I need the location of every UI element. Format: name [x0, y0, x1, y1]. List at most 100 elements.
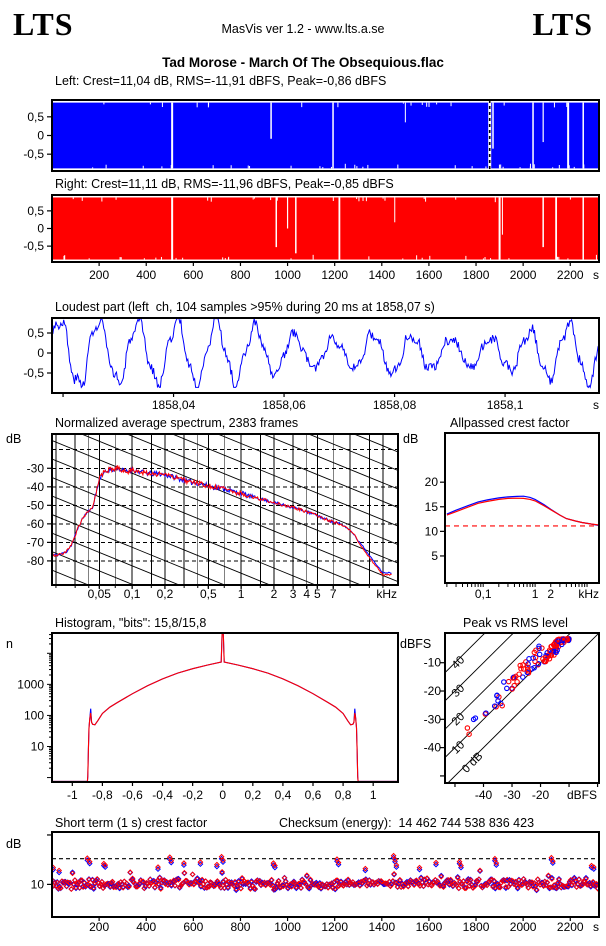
histogram-curve-0: [52, 633, 398, 782]
x-tick-label: 1600: [416, 268, 443, 282]
x-tick-label: 0,1: [124, 587, 141, 601]
x-tick-label: 2: [271, 587, 278, 601]
x-tick-label: 1000: [274, 268, 301, 282]
x-unit-label: s: [593, 920, 599, 934]
scatter-point: [466, 731, 472, 737]
y-tick-label: 5: [431, 549, 438, 563]
y-axis-label: dB: [403, 432, 418, 446]
x-tick-label: -20: [532, 788, 550, 802]
spectrum-title: Normalized average spectrum, 2383 frames: [55, 416, 299, 430]
scatter-point: [501, 679, 507, 685]
x-tick-label: -0,4: [152, 788, 173, 802]
x-tick-label: 1200: [321, 268, 348, 282]
x-unit-label: s: [593, 398, 599, 412]
y-tick-label: -50: [27, 498, 45, 512]
scatter-point: [520, 674, 526, 680]
y-tick-label: -10: [424, 656, 442, 670]
scatter-point: [504, 685, 510, 692]
y-tick-label: -20: [424, 684, 442, 698]
x-tick-label: 2000: [510, 268, 537, 282]
plot-histogram: -1 -0,8 -0,6 -0,4 -0,2 0 0,2 0,4 0,6 0,8 1 10 100 100…: [6, 632, 399, 802]
scatter-point: [505, 678, 512, 685]
x-tick-label: 0,05: [88, 587, 112, 601]
y-tick-label: -40: [424, 741, 442, 755]
y-axis-label: n: [6, 637, 13, 651]
scatter-point: [509, 686, 515, 692]
crest-line-label: 20: [450, 711, 468, 729]
x-tick-label: 200: [89, 268, 109, 282]
y-tick-label: -80: [27, 554, 45, 568]
scatter-point: [499, 702, 505, 709]
scatter-point: [514, 679, 520, 685]
histogram-title: Histogram, "bits": 15,8/15,8: [55, 616, 207, 630]
scatter-point: [536, 651, 543, 658]
x-tick-label: 400: [136, 920, 156, 934]
x-tick-label: 1800: [463, 920, 490, 934]
x-tick-label: 3: [290, 587, 297, 601]
x-unit-label: s: [593, 268, 599, 282]
x-tick-label: 200: [89, 920, 109, 934]
x-tick-label: -1: [67, 788, 78, 802]
x-tick-label: 0,2: [244, 788, 261, 802]
x-tick-label: 800: [230, 268, 250, 282]
x-tick-label: 4: [303, 587, 310, 601]
app-version-line: MasVis ver 1.2 - www.lts.a.se: [221, 22, 385, 36]
scatter-point: [555, 638, 561, 644]
y-tick-label: 10: [425, 524, 439, 538]
scatter-point: [539, 645, 545, 651]
x-tick-label: 0,8: [335, 788, 352, 802]
scatter-point: [472, 715, 479, 721]
x-unit-label: kHz: [578, 587, 599, 601]
x-tick-label: 1: [238, 587, 245, 601]
x-tick-label: 0: [219, 788, 226, 802]
y-tick-label: -0,5: [23, 366, 44, 380]
logo-right: LTS: [532, 6, 593, 42]
scatter-point: [540, 656, 546, 662]
scatter-point: [495, 698, 501, 704]
y-tick-label: -40: [27, 480, 45, 494]
scatter-point: [511, 675, 518, 681]
scatter-point: [494, 692, 500, 699]
y-tick-label: 0,5: [27, 326, 44, 340]
y-axis-label: dBFS: [400, 637, 431, 651]
x-tick-label: 1: [532, 587, 539, 601]
y-tick-label: 15: [425, 500, 439, 514]
scatter-point: [560, 636, 567, 642]
y-tick-label: -30: [424, 712, 442, 726]
scatter-point: [523, 659, 529, 665]
y-tick-label: -30: [27, 461, 45, 475]
scatter-point: [559, 641, 565, 648]
x-tick-label: -30: [503, 788, 521, 802]
y-tick-label: 0: [37, 129, 44, 143]
x-tick-label: 0,1: [475, 587, 492, 601]
scatter-point: [520, 666, 527, 672]
y-tick-label: 20: [425, 475, 439, 489]
y-tick-label: 100: [24, 708, 44, 722]
allpass-title: Allpassed crest factor: [450, 416, 570, 430]
logo-left: LTS: [13, 6, 74, 42]
x-tick-label: 0,4: [275, 788, 292, 802]
scatter-point: [531, 649, 538, 656]
x-tick-label: 1200: [321, 920, 348, 934]
scatter-point: [526, 656, 532, 662]
wave-left-title: Left: Crest=11,04 dB, RMS=-11,91 dBFS, P…: [55, 74, 387, 88]
x-unit-label: dBFS: [567, 788, 597, 802]
y-tick-label: 0,5: [27, 110, 44, 124]
scatter-point: [516, 671, 522, 677]
x-tick-label: 0,6: [305, 788, 322, 802]
crest-line-label: 30: [450, 682, 468, 700]
x-tick-label: 1858,1: [487, 398, 524, 412]
x-tick-label: 600: [183, 920, 203, 934]
x-tick-label: 0,5: [200, 587, 217, 601]
x-tick-label: 1858,04: [152, 398, 196, 412]
scatter-point: [544, 650, 550, 656]
x-unit-label: kHz: [376, 587, 397, 601]
x-tick-label: 600: [183, 268, 203, 282]
x-tick-label: 1: [370, 788, 377, 802]
scatter-point: [525, 668, 532, 674]
allpass-curve-1: [446, 497, 599, 526]
y-tick-label: 10: [31, 739, 45, 753]
y-tick-label: 1000: [17, 677, 44, 691]
